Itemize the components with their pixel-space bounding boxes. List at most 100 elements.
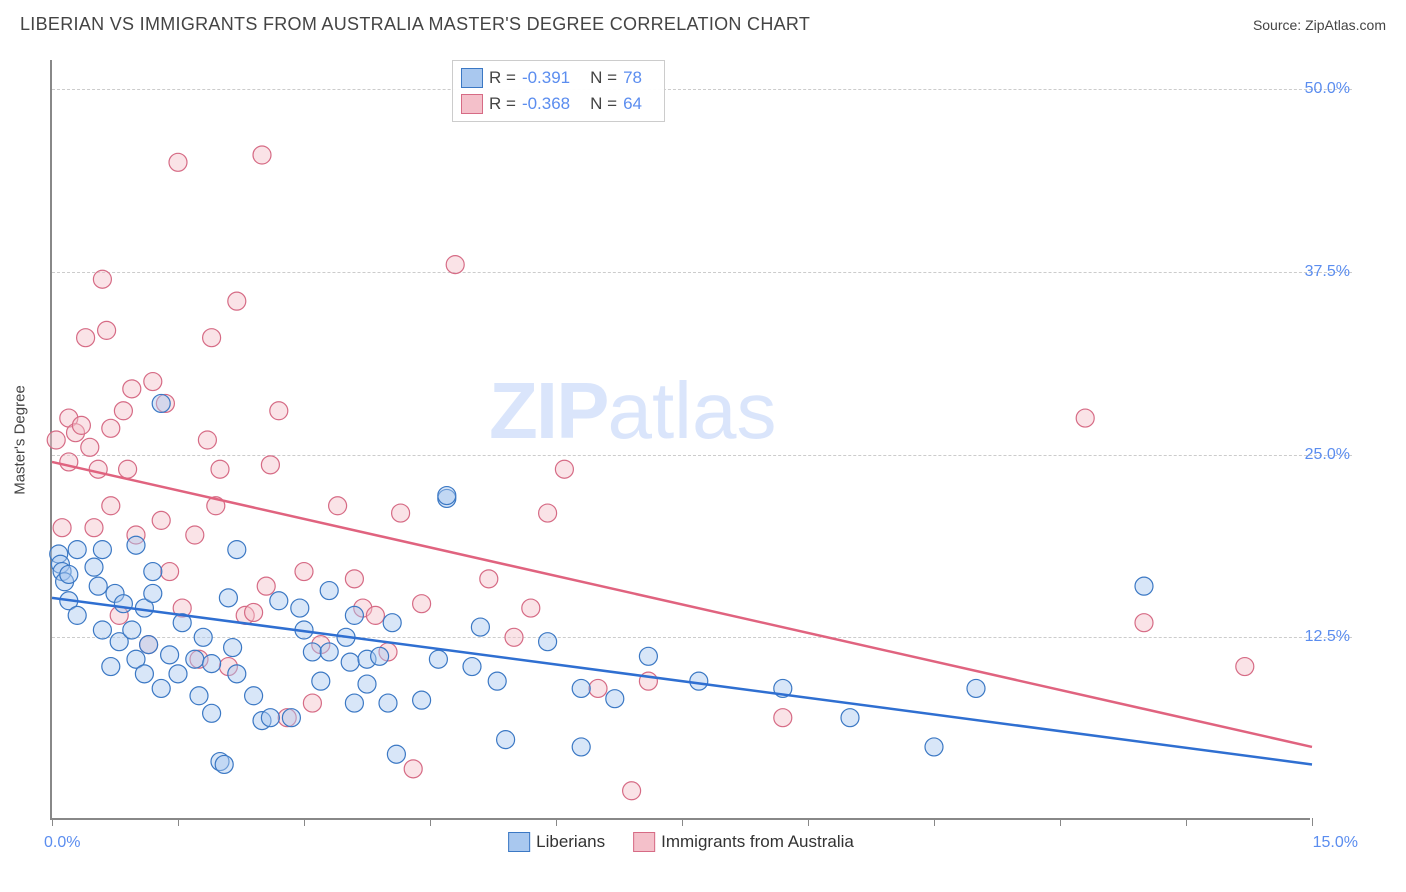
page-title: LIBERIAN VS IMMIGRANTS FROM AUSTRALIA MA… xyxy=(20,14,810,35)
data-point xyxy=(68,541,86,559)
data-point xyxy=(623,782,641,800)
data-point xyxy=(572,738,590,756)
data-point xyxy=(303,643,321,661)
data-point xyxy=(102,419,120,437)
data-point xyxy=(203,329,221,347)
swatch-liberians xyxy=(461,68,483,88)
data-point xyxy=(345,570,363,588)
data-point xyxy=(203,655,221,673)
data-point xyxy=(114,402,132,420)
data-point xyxy=(261,709,279,727)
data-point xyxy=(152,511,170,529)
data-point xyxy=(245,603,263,621)
data-point xyxy=(345,606,363,624)
data-point xyxy=(387,745,405,763)
data-point xyxy=(47,431,65,449)
data-point xyxy=(93,541,111,559)
plot-area: 12.5%25.0%37.5%50.0% ZIPatlas R = -0.391… xyxy=(50,60,1310,820)
data-point xyxy=(144,563,162,581)
data-point xyxy=(690,672,708,690)
data-point xyxy=(228,292,246,310)
data-point xyxy=(114,595,132,613)
data-point xyxy=(102,658,120,676)
x-axis-min-label: 0.0% xyxy=(44,834,80,852)
data-point xyxy=(555,460,573,478)
data-point xyxy=(152,394,170,412)
data-point xyxy=(606,690,624,708)
data-point xyxy=(282,709,300,727)
data-point xyxy=(429,650,447,668)
data-point xyxy=(270,592,288,610)
data-point xyxy=(152,679,170,697)
data-point xyxy=(383,614,401,632)
data-point xyxy=(1236,658,1254,676)
data-point xyxy=(89,460,107,478)
data-point xyxy=(215,755,233,773)
data-point xyxy=(329,497,347,515)
data-point xyxy=(119,460,137,478)
data-point xyxy=(925,738,943,756)
data-point xyxy=(1135,614,1153,632)
data-point xyxy=(257,577,275,595)
stat-row-australia: R = -0.368 N = 64 xyxy=(461,91,656,117)
data-point xyxy=(967,679,985,697)
data-point xyxy=(480,570,498,588)
data-point xyxy=(190,687,208,705)
data-point xyxy=(203,704,221,722)
data-point xyxy=(1076,409,1094,427)
data-point xyxy=(77,329,95,347)
data-point xyxy=(341,653,359,671)
data-point xyxy=(371,647,389,665)
data-point xyxy=(539,504,557,522)
data-point xyxy=(471,618,489,636)
data-point xyxy=(93,621,111,639)
data-point xyxy=(140,636,158,654)
data-point xyxy=(291,599,309,617)
data-point xyxy=(841,709,859,727)
data-point xyxy=(312,672,330,690)
data-point xyxy=(60,565,78,583)
data-point xyxy=(169,153,187,171)
correlation-chart: Master's Degree 12.5%25.0%37.5%50.0% ZIP… xyxy=(50,60,1350,820)
correlation-stat-box: R = -0.391 N = 78 R = -0.368 N = 64 xyxy=(452,60,665,122)
data-point xyxy=(198,431,216,449)
y-axis-label: Master's Degree xyxy=(12,385,29,495)
trend-line xyxy=(52,462,1312,747)
source-attribution: Source: ZipAtlas.com xyxy=(1253,17,1386,33)
data-point xyxy=(169,665,187,683)
stat-row-liberians: R = -0.391 N = 78 xyxy=(461,65,656,91)
data-point xyxy=(228,541,246,559)
data-point xyxy=(144,584,162,602)
data-point xyxy=(446,256,464,274)
data-point xyxy=(72,416,90,434)
data-point xyxy=(505,628,523,646)
data-point xyxy=(572,679,590,697)
data-point xyxy=(127,536,145,554)
data-point xyxy=(253,146,271,164)
x-axis-max-label: 15.0% xyxy=(1313,834,1358,852)
data-point xyxy=(413,595,431,613)
swatch-australia xyxy=(461,94,483,114)
legend-swatch-liberians xyxy=(508,832,530,852)
data-point xyxy=(224,639,242,657)
data-point xyxy=(186,526,204,544)
data-point xyxy=(404,760,422,778)
data-point xyxy=(392,504,410,522)
data-point xyxy=(194,628,212,646)
data-point xyxy=(89,577,107,595)
data-point xyxy=(320,643,338,661)
data-point xyxy=(186,650,204,668)
legend-item-liberians: Liberians xyxy=(508,832,605,852)
data-point xyxy=(270,402,288,420)
data-point xyxy=(228,665,246,683)
data-point xyxy=(53,519,71,537)
data-point xyxy=(774,709,792,727)
bottom-legend: Liberians Immigrants from Australia xyxy=(508,832,854,852)
data-point xyxy=(539,633,557,651)
scatter-svg xyxy=(52,60,1312,820)
data-point xyxy=(161,563,179,581)
data-point xyxy=(589,679,607,697)
data-point xyxy=(123,380,141,398)
data-point xyxy=(85,558,103,576)
data-point xyxy=(1135,577,1153,595)
